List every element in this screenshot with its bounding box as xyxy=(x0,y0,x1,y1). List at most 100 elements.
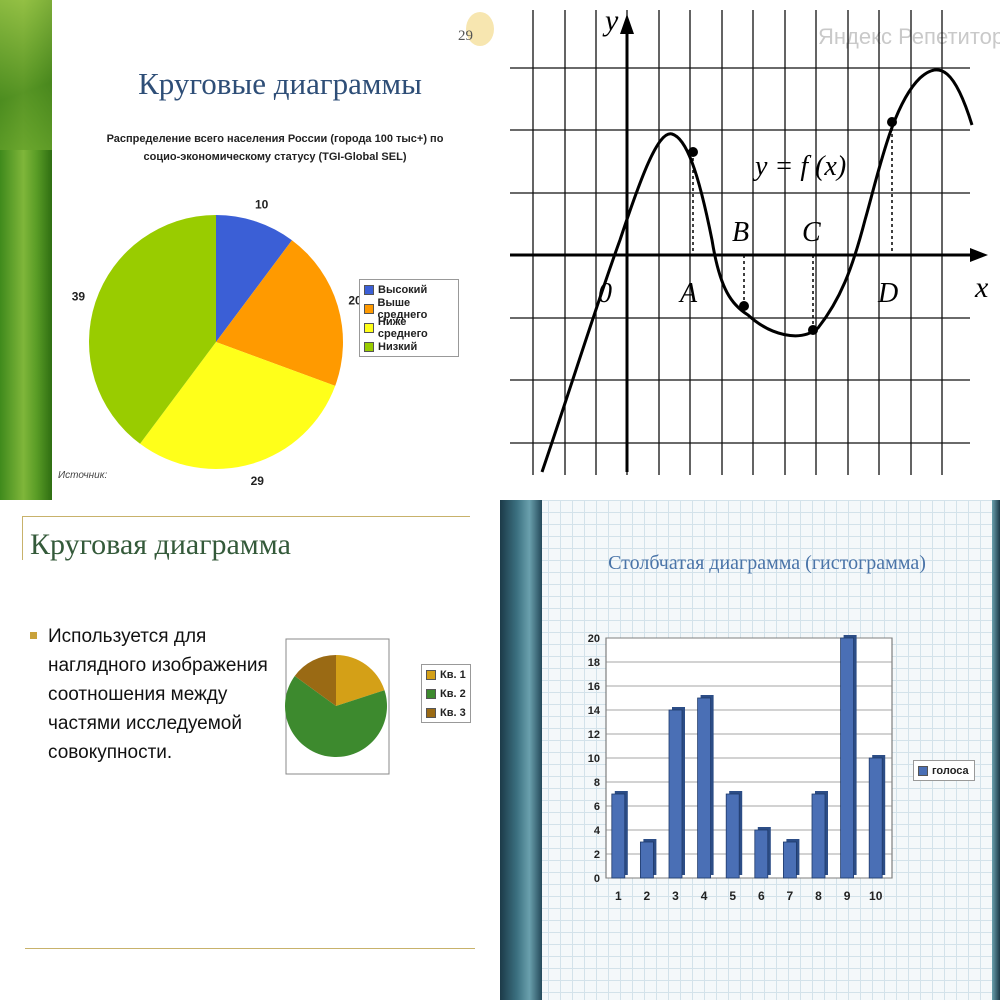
slice-value-label: 20 xyxy=(348,294,362,308)
point-label-b: B xyxy=(732,217,749,248)
x-tick-label: 4 xyxy=(701,889,708,903)
legend-item: голоса xyxy=(914,761,974,780)
bar xyxy=(782,841,797,879)
chart-subtitle: Распределение всего населения России (го… xyxy=(60,130,490,166)
legend-swatch xyxy=(364,284,374,295)
y-tick-label: 12 xyxy=(588,729,600,741)
y-tick-label: 6 xyxy=(594,801,600,813)
y-axis-arrow xyxy=(620,14,634,34)
legend-swatch xyxy=(426,707,436,718)
chart-subtitle-line1: Распределение всего населения России (го… xyxy=(106,133,444,145)
function-curve xyxy=(540,68,974,473)
x-axis-label: x xyxy=(974,271,989,304)
marked-point xyxy=(808,325,818,335)
point-label-a: A xyxy=(678,278,698,309)
y-tick-label: 20 xyxy=(588,633,600,645)
legend-swatch xyxy=(364,303,374,314)
histogram-slide: Столбчатая диаграмма (гистограмма) 0 2 4 6 8… xyxy=(500,500,1000,1000)
function-label: y = f (x) xyxy=(752,151,846,182)
y-tick-label: 8 xyxy=(594,777,600,789)
legend-item: Кв. 3 xyxy=(422,703,470,722)
bar xyxy=(611,793,626,879)
legend-item: Выше среднего xyxy=(360,296,458,321)
legend-swatch xyxy=(426,688,436,699)
bar-legend: голоса xyxy=(913,760,975,781)
legend-label: Ниже среднего xyxy=(377,315,428,340)
x-tick-label: 1 xyxy=(615,889,622,903)
chart-subtitle-line2: социо-экономическому статусу (TGI-Global… xyxy=(143,151,407,163)
origin-label: 0 xyxy=(598,278,612,309)
left-rule xyxy=(22,516,23,560)
legend-item: Кв. 2 xyxy=(422,684,470,703)
slice-value-label: 39 xyxy=(72,289,86,303)
bar xyxy=(754,829,769,879)
bullet-icon xyxy=(30,632,37,639)
decorative-side-bar xyxy=(0,0,52,500)
legend-item: Кв. 1 xyxy=(422,665,470,684)
slice-value-label: 10 xyxy=(255,197,269,211)
watermark: Яндекс Репетитор xyxy=(818,24,1000,49)
pie-legend: Высокий Выше среднего Ниже среднего Низкий xyxy=(359,279,459,357)
y-tick-label: 14 xyxy=(588,705,601,717)
point-label-c: C xyxy=(802,217,821,248)
top-rule xyxy=(22,516,470,517)
legend-label: Выше среднего xyxy=(377,296,428,321)
pie-slice xyxy=(336,655,385,706)
x-tick-label: 9 xyxy=(844,889,851,903)
bottom-rule xyxy=(25,948,475,949)
legend-label: голоса xyxy=(932,764,969,777)
pie-slice xyxy=(294,655,336,706)
legend-item: Ниже среднего xyxy=(360,315,458,340)
legend-label: Кв. 3 xyxy=(440,706,466,719)
x-tick-label: 5 xyxy=(729,889,736,903)
pie-slice xyxy=(216,215,292,342)
legend-swatch xyxy=(364,341,374,352)
marked-point xyxy=(688,147,698,157)
x-tick-label: 6 xyxy=(758,889,765,903)
y-tick-label: 0 xyxy=(594,873,600,885)
bar xyxy=(811,793,826,879)
legend-label: Низкий xyxy=(378,340,418,353)
function-graph: Яндекс Репетитор y x 0 A B C Dy = f (x) xyxy=(510,4,1000,475)
x-tick-label: 10 xyxy=(869,889,883,903)
pie-chart-slide: 29 Круговые диаграммы Распределение всег… xyxy=(0,0,500,500)
legend-label: Кв. 1 xyxy=(440,668,466,681)
y-tick-label: 2 xyxy=(594,849,600,861)
slide-title: Круговая диаграмма xyxy=(30,528,291,561)
slide-title: Круговые диаграммы xyxy=(138,66,422,101)
y-tick-label: 16 xyxy=(588,681,600,693)
marked-point xyxy=(739,301,749,311)
y-tick-label: 10 xyxy=(588,753,600,765)
legend-label: Кв. 2 xyxy=(440,687,466,700)
slice-value-label: 29 xyxy=(251,474,265,488)
bar xyxy=(697,697,712,879)
bar xyxy=(725,793,740,879)
decorative-frame-right xyxy=(992,500,1000,1000)
pie-slice xyxy=(89,215,216,444)
bar xyxy=(639,841,654,879)
x-axis-arrow xyxy=(970,248,988,262)
pie-legend: Кв. 1 Кв. 2 Кв. 3 xyxy=(421,664,471,723)
bar xyxy=(868,757,883,879)
marked-point xyxy=(887,117,897,127)
legend-swatch xyxy=(426,669,436,680)
pie-slice xyxy=(216,240,343,386)
legend-swatch xyxy=(364,322,374,333)
quarters-pie-chart xyxy=(285,638,390,775)
y-axis-label: y xyxy=(602,4,619,37)
legend-item: Низкий xyxy=(360,337,458,356)
decorative-frame-left xyxy=(500,500,542,1000)
legend-item: Высокий xyxy=(360,280,458,299)
pie-chart-definition-slide: Круговая диаграмма Используется для нагл… xyxy=(0,500,500,1000)
y-tick-label: 18 xyxy=(588,657,600,669)
slide-title: Столбчатая диаграмма (гистограмма) xyxy=(608,552,926,574)
x-tick-label: 8 xyxy=(815,889,822,903)
pie-slice xyxy=(140,342,336,469)
bullet-text: Используется для наглядного изображения … xyxy=(48,626,268,763)
x-tick-label: 3 xyxy=(672,889,679,903)
x-tick-label: 7 xyxy=(787,889,794,903)
slide-number-badge xyxy=(466,12,494,46)
bar xyxy=(840,637,855,879)
